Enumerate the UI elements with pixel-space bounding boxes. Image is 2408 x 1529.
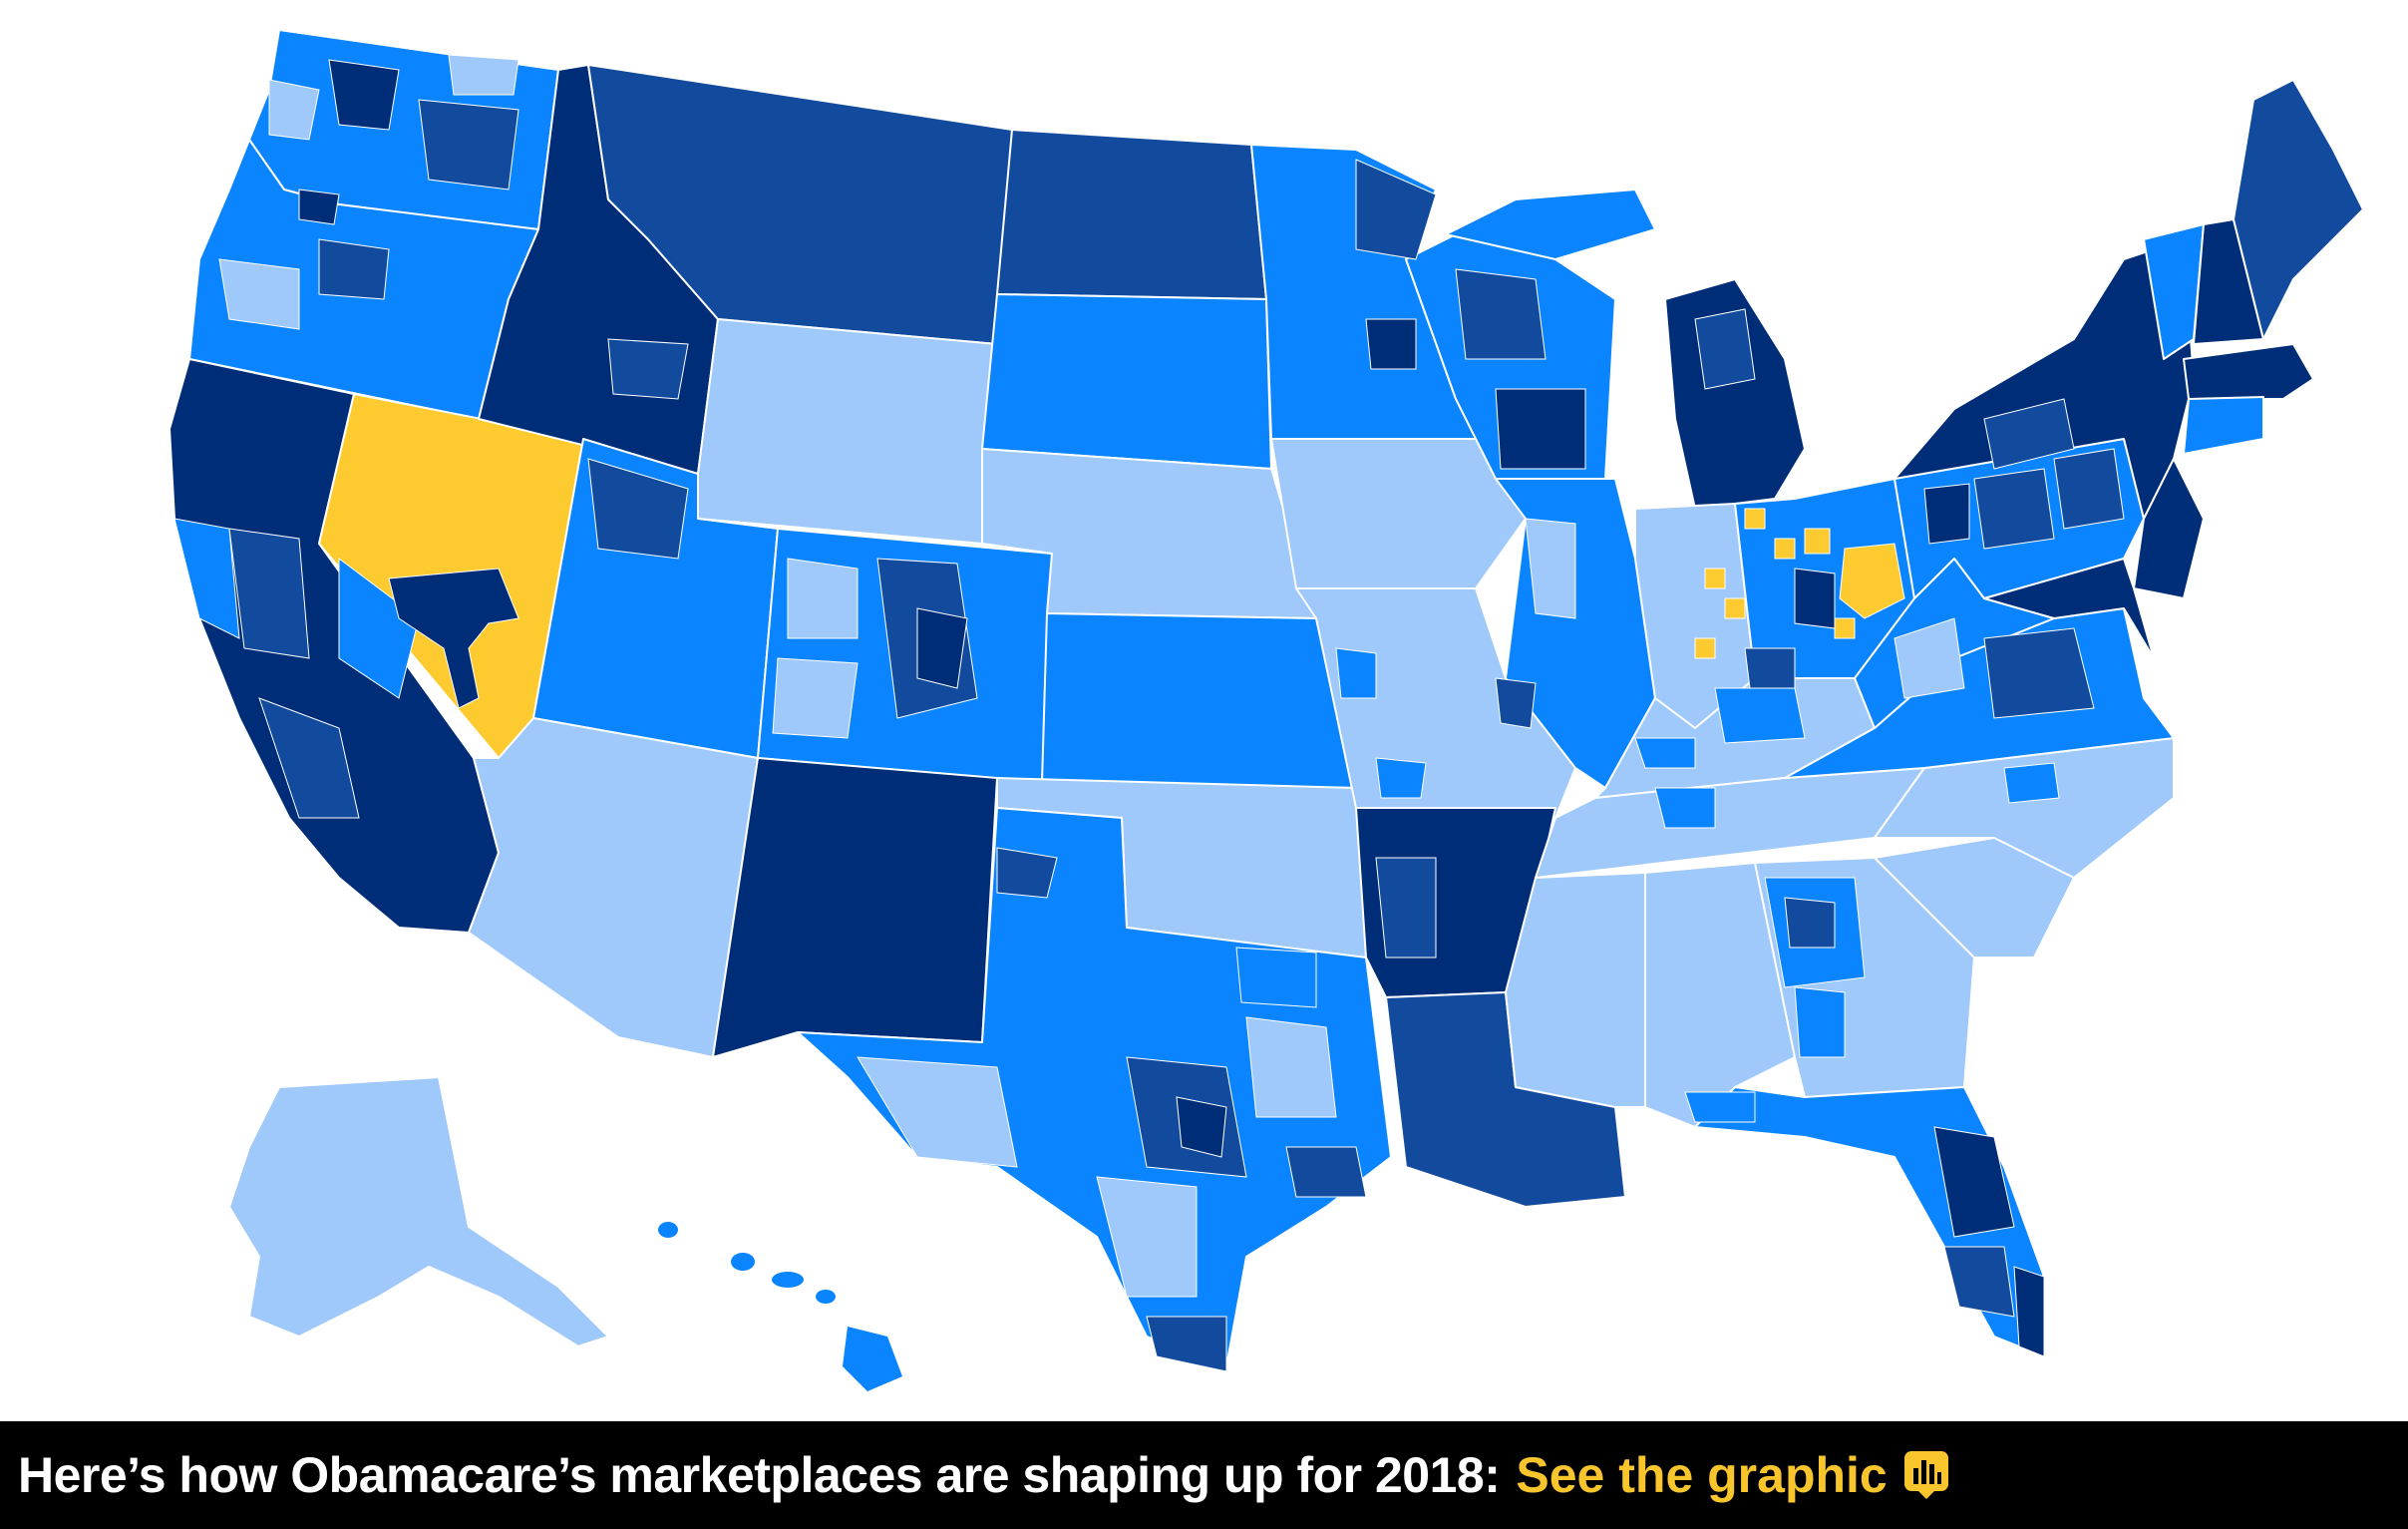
region-patch	[1654, 787, 1716, 829]
region-patch	[1744, 508, 1766, 530]
region-patch	[318, 238, 390, 300]
region-patch	[1525, 518, 1576, 619]
region-patch	[772, 657, 859, 739]
region-patch	[448, 54, 519, 96]
region-patch	[388, 568, 519, 709]
region-patch	[1973, 468, 2055, 550]
region-patch	[1443, 188, 1657, 261]
region-patch	[1794, 568, 1836, 629]
state-kansas	[1041, 612, 1357, 789]
region-patch	[1245, 1016, 1337, 1118]
region-patch	[1784, 897, 1836, 949]
region-patch	[1933, 1126, 2015, 1238]
region-patch	[1495, 677, 1537, 729]
caption-text: Here’s how Obamacare’s marketplaces are …	[18, 1447, 1501, 1503]
region-patch	[1704, 568, 1726, 589]
region-patch	[1176, 1096, 1227, 1158]
region-patch	[1724, 597, 1746, 619]
state-new-mexico	[712, 757, 998, 1058]
region-patch	[1285, 1146, 1367, 1198]
region-patch	[2053, 448, 2125, 530]
region-patch	[1834, 617, 1856, 639]
region-patch	[1455, 268, 1547, 360]
region-patch	[916, 607, 968, 689]
region-patch	[1774, 538, 1796, 560]
us-choropleth-map	[169, 29, 2364, 1391]
bar-chart-bubble-icon[interactable]	[1903, 1450, 1949, 1500]
state-maryland	[1983, 558, 2155, 659]
state-connecticut	[2183, 396, 2264, 455]
map-canvas	[169, 29, 2364, 1391]
region-patch	[1983, 398, 2075, 470]
state-north-dakota	[996, 129, 1267, 300]
region-patch	[298, 189, 340, 225]
region-patch	[1714, 687, 1806, 744]
region-patch	[1923, 483, 1970, 545]
region-patch	[1694, 308, 1756, 390]
state-wyoming	[697, 318, 998, 545]
state-south-carolina	[1874, 837, 2075, 958]
region-patch	[258, 697, 360, 819]
region-patch	[1804, 528, 1831, 555]
region-patch	[787, 558, 859, 639]
see-graphic-link[interactable]: See the graphic	[1516, 1447, 1888, 1503]
region-patch	[338, 558, 420, 699]
region-patch	[418, 99, 519, 191]
region-patch	[228, 528, 310, 659]
region-patch	[1146, 1316, 1227, 1372]
region-patch	[1365, 318, 1417, 370]
state-maine	[2233, 79, 2364, 340]
state-missouri	[1295, 587, 1576, 819]
region-patch	[857, 1056, 1018, 1168]
region-patch	[1375, 757, 1427, 799]
region-patch	[1355, 159, 1437, 260]
region-patch	[173, 518, 240, 639]
region-patch	[1684, 1091, 1756, 1123]
region-patch	[218, 258, 300, 330]
region-patch	[1694, 637, 1716, 659]
region-patch	[1375, 857, 1437, 958]
region-patch	[1839, 543, 1905, 619]
state-massachusetts	[2183, 343, 2314, 400]
region-patch	[996, 847, 1058, 899]
region-patch	[1634, 737, 1696, 769]
caption-bar: Here’s how Obamacare’s marketplaces are …	[0, 1421, 2408, 1529]
region-patch	[1794, 986, 1846, 1058]
region-patch	[328, 59, 400, 131]
state-south-dakota	[981, 293, 1272, 470]
region-patch	[1235, 947, 1317, 1008]
region-patch	[2013, 1266, 2045, 1357]
region-patch	[1744, 647, 1796, 689]
state-arizona	[468, 717, 759, 1058]
region-patch	[1335, 647, 1377, 699]
region-patch	[587, 458, 689, 560]
region-patch	[1943, 1246, 2015, 1318]
state-hawaii	[658, 1222, 902, 1391]
region-patch	[2003, 762, 2060, 804]
region-patch	[1096, 1176, 1198, 1298]
state-iowa	[1270, 438, 1527, 589]
state-new-jersey	[2133, 458, 2205, 599]
region-patch	[1495, 388, 1586, 470]
state-alaska	[227, 1075, 610, 1348]
region-patch	[1893, 617, 1965, 699]
region-patch	[268, 79, 320, 141]
region-patch	[1983, 627, 2095, 719]
region-patch	[607, 338, 689, 400]
